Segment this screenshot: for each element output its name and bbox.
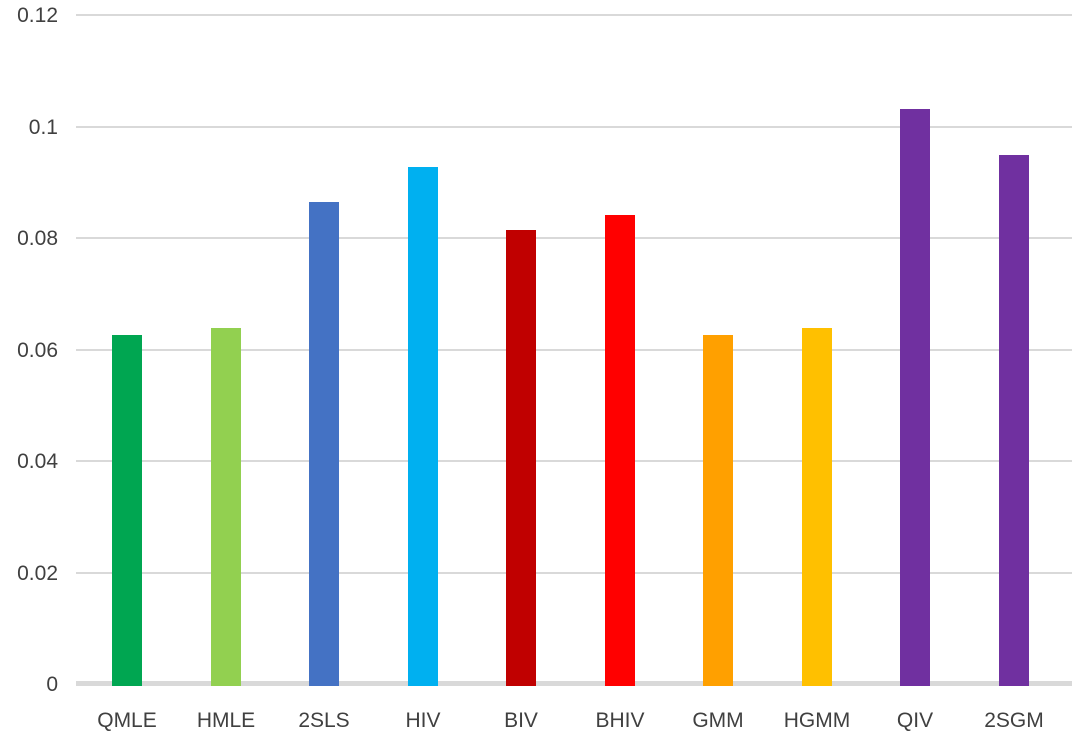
bar-2sgm <box>999 155 1029 686</box>
gridline-0.04 <box>76 460 1072 462</box>
bar-bhiv <box>605 215 635 686</box>
x-category-label-gmm: GMM <box>692 709 744 732</box>
gridline-0.12 <box>76 14 1072 16</box>
bar-qiv <box>900 109 930 686</box>
bar-biv <box>506 230 536 686</box>
bar-hiv <box>408 167 438 686</box>
bar-2sls <box>309 202 339 686</box>
x-category-label-hiv: HIV <box>405 709 441 732</box>
bar-qmle <box>112 335 142 686</box>
x-axis-line <box>76 681 1072 686</box>
bar-hgmm <box>802 328 832 686</box>
bar-hmle <box>211 328 241 686</box>
x-category-label-qmle: QMLE <box>97 709 157 732</box>
y-tick-label-0: 0 <box>46 673 58 696</box>
gridline-0.1 <box>76 125 1072 128</box>
gridline-0.08 <box>76 237 1072 239</box>
y-tick-label-0.06: 0.06 <box>17 338 58 362</box>
x-category-label-hgmm: HGMM <box>783 709 851 732</box>
y-tick-label-0.02: 0.02 <box>17 561 58 585</box>
x-category-label-2sgm: 2SGM <box>984 709 1044 732</box>
gridline-0.06 <box>76 348 1072 351</box>
x-category-label-2sls: 2SLS <box>298 709 350 732</box>
y-tick-label-0.08: 0.08 <box>17 227 58 250</box>
x-category-label-biv: BIV <box>504 709 538 732</box>
x-category-label-hmle: HMLE <box>196 709 256 732</box>
y-tick-label-0.1: 0.1 <box>28 115 58 139</box>
x-category-label-qiv: QIV <box>896 709 934 732</box>
x-category-label-bhiv: BHIV <box>595 709 645 732</box>
y-tick-label-0.04: 0.04 <box>17 450 58 473</box>
y-tick-label-0.12: 0.12 <box>17 4 58 27</box>
gridline-0.02 <box>76 571 1072 574</box>
bar-gmm <box>703 335 733 686</box>
